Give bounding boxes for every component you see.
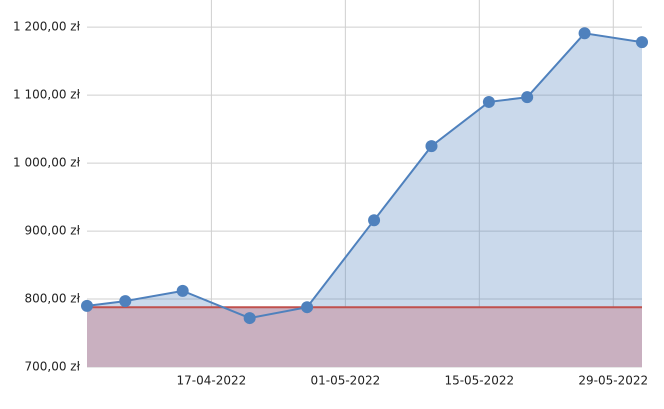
y-tick-label: 1 100,00 zł [13,88,81,102]
y-tick-label: 1 200,00 zł [13,20,81,34]
reference-area [87,307,642,367]
data-point [176,284,189,297]
y-tick-label: 900,00 zł [24,224,80,238]
data-point [81,299,93,312]
x-tick-label: 29-05-2022 [578,374,648,388]
data-point [636,36,648,49]
data-point [482,95,495,108]
x-tick-label: 17-04-2022 [177,374,247,388]
data-point [521,91,534,104]
data-point [368,214,381,227]
data-point [578,27,591,40]
y-tick-label: 700,00 zł [24,360,80,374]
data-point [243,312,256,325]
data-point [119,295,132,308]
x-tick-label: 15-05-2022 [444,374,514,388]
area-fill [87,33,642,368]
x-tick-label: 01-05-2022 [310,374,380,388]
data-point [425,140,438,153]
data-point [301,301,314,314]
y-tick-label: 800,00 zł [24,292,80,306]
y-tick-label: 1 000,00 zł [13,156,81,170]
